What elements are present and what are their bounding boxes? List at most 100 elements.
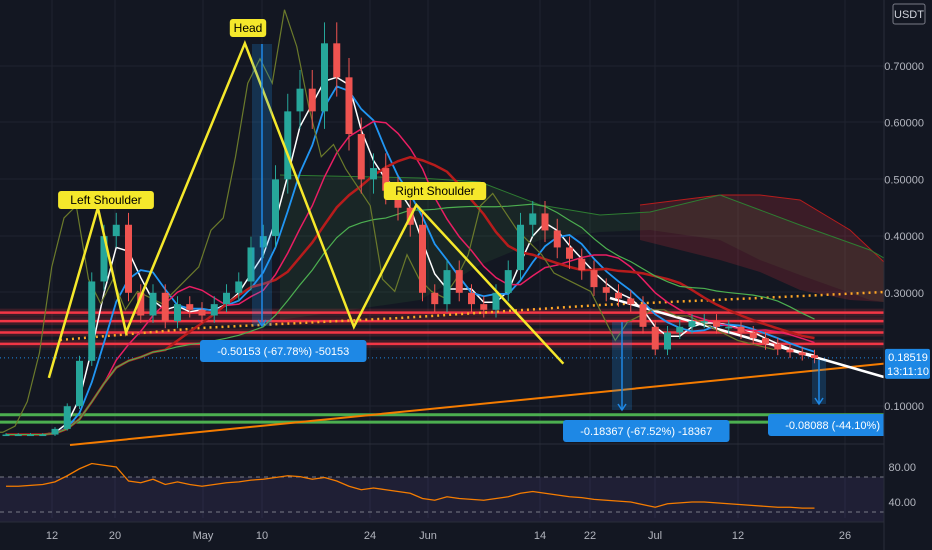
measure-head-arrowhead — [257, 319, 267, 328]
time-axis-bg — [0, 522, 932, 550]
candle-body — [431, 292, 439, 305]
ma-magenta — [6, 120, 815, 436]
y-tick-label: 0.10000 — [884, 401, 924, 413]
cloud-span-line — [639, 194, 885, 263]
candle-body — [210, 304, 218, 316]
y-tick-label: 0.30000 — [884, 288, 924, 300]
candle-body — [27, 434, 34, 437]
price-tag-countdown: 13:11:10 — [887, 366, 929, 378]
candle-body — [590, 270, 598, 288]
currency-box — [892, 3, 926, 25]
candle-body — [455, 270, 463, 293]
candle-body — [480, 304, 488, 310]
x-tick-label: 12 — [732, 530, 744, 542]
x-tick-label: 20 — [109, 530, 121, 542]
measure-head-label: -0.50153 (-67.78%) -50153 — [217, 346, 349, 358]
candle-body — [443, 270, 451, 305]
measure-head-label-bg — [200, 340, 367, 362]
candle-body — [468, 292, 475, 305]
x-tick-label: 22 — [584, 530, 596, 542]
ichimoku-cloud — [279, 174, 885, 320]
candle-body — [774, 343, 782, 350]
candle-body — [39, 434, 47, 437]
candle-body — [161, 292, 169, 322]
currency-label: USDT — [894, 9, 924, 21]
candle-body — [112, 224, 120, 237]
price-axis-bg — [884, 0, 932, 550]
descending-trendline — [609, 296, 885, 379]
candle-body — [615, 292, 622, 299]
candle-body — [492, 292, 500, 310]
cloud-span-a — [279, 174, 885, 259]
measure-current-label: -0.08088 (-44.10%) -8088 — [785, 420, 911, 432]
candle-body — [284, 111, 292, 180]
candle-body — [676, 326, 684, 333]
x-tick-label: 12 — [46, 530, 58, 542]
candle-body — [370, 168, 377, 180]
candle-body — [566, 247, 573, 259]
candle-body — [76, 360, 83, 407]
rsi-band — [0, 477, 884, 522]
measure-right-arrowhead — [617, 403, 627, 412]
candle-body — [602, 287, 610, 293]
candle-body — [333, 43, 341, 78]
candle-body — [223, 292, 230, 305]
candle-body — [186, 304, 194, 310]
x-tick-label: Jun — [419, 530, 437, 542]
candle-body — [357, 134, 365, 180]
candle-body — [737, 326, 745, 333]
candle-body — [308, 88, 316, 112]
price-tag-bg — [885, 348, 930, 379]
head-label-bg — [229, 19, 267, 37]
candle-body — [639, 304, 647, 327]
candle-body — [651, 326, 659, 350]
left-shoulder-label-bg — [58, 191, 154, 209]
right-shoulder-label: Right Shoulder — [395, 184, 474, 198]
candle-body — [272, 179, 279, 237]
candle-body — [749, 332, 757, 339]
candle-body — [63, 406, 71, 429]
x-tick-label: May — [193, 530, 214, 542]
candle-body — [125, 224, 132, 293]
y-tick-label: 0.40000 — [884, 231, 924, 243]
candle-body — [51, 428, 59, 435]
x-tick-label: 26 — [839, 530, 851, 542]
rising-trendline — [69, 362, 885, 446]
candle-body — [762, 338, 769, 344]
y-tick-label: 0.50000 — [884, 174, 924, 186]
measure-right-label: -0.18367 (-67.52%) -18367 — [580, 426, 712, 438]
candle-body — [517, 224, 524, 271]
candle-body — [247, 247, 255, 282]
candle-body — [14, 434, 22, 437]
candle-body — [100, 236, 108, 282]
y-tick-label: 0.60000 — [884, 118, 924, 130]
candle-body — [259, 236, 267, 248]
candle-body — [382, 168, 390, 191]
cloud-red-area — [640, 195, 884, 302]
rsi-tick-label: 40.00 — [888, 497, 916, 509]
candle-body — [664, 332, 671, 350]
candle-body — [688, 321, 696, 327]
price-tag-value: 0.18519 — [888, 352, 928, 364]
x-tick-label: 10 — [256, 530, 268, 542]
head-label: Head — [234, 21, 263, 35]
candle-body — [725, 326, 733, 329]
rsi-tick-label: 80.00 — [888, 462, 916, 474]
candle-body — [321, 43, 328, 112]
measure-current-arrowhead — [814, 397, 824, 406]
candle-body — [578, 258, 586, 271]
left-shoulder-label: Left Shoulder — [70, 193, 141, 207]
candle-body — [2, 434, 10, 437]
candle-body — [174, 304, 181, 322]
candle-body — [713, 321, 720, 327]
cloud-area — [280, 175, 884, 320]
rsi-pane — [0, 462, 884, 522]
candle-body — [504, 270, 512, 293]
right-shoulder-label-bg — [383, 182, 487, 200]
candle-body — [811, 355, 818, 359]
candle-body — [700, 321, 708, 323]
candle-body — [627, 298, 635, 305]
